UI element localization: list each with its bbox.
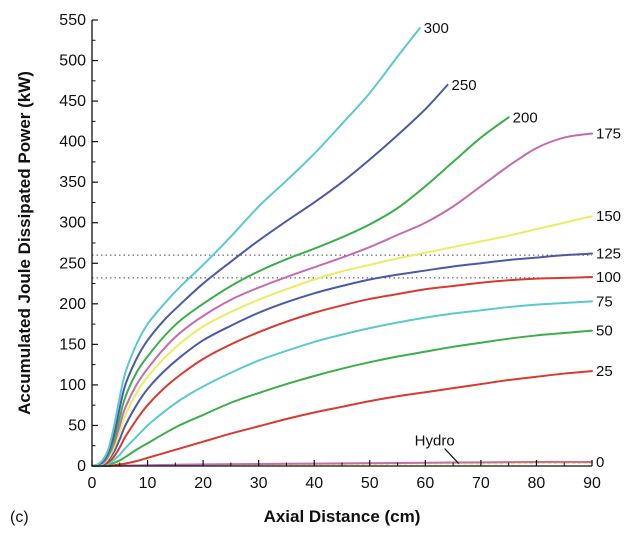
x-tick-label-10: 10 (139, 475, 157, 492)
series-250-line (91, 83, 449, 467)
series-label-100: 100 (596, 269, 621, 286)
y-tick-label-50: 50 (68, 417, 86, 434)
series-label-75: 75 (596, 293, 613, 310)
series-label-25: 25 (596, 363, 613, 380)
x-tick-label-20: 20 (194, 475, 212, 492)
series-300-line (91, 27, 421, 467)
x-tick-label-80: 80 (528, 475, 546, 492)
series-200-line (91, 116, 510, 467)
series-25-line (91, 370, 593, 468)
series-100-line (91, 276, 593, 467)
y-tick-label-150: 150 (59, 336, 86, 353)
series-layer (91, 27, 593, 468)
y-tick-label-550: 550 (59, 12, 86, 29)
series-label-200: 200 (513, 109, 538, 126)
series-150-line (91, 215, 593, 467)
series-50-line (91, 329, 593, 468)
series-label-0: 0 (596, 454, 604, 471)
x-tick-label-60: 60 (416, 475, 434, 492)
y-tick-label-250: 250 (59, 255, 86, 272)
x-axis-title: Axial Distance (cm) (264, 507, 421, 526)
y-tick-label-450: 450 (59, 93, 86, 110)
series-label-50: 50 (596, 323, 613, 340)
series-label-250: 250 (452, 77, 477, 94)
series-label-175: 175 (596, 126, 621, 143)
annotations: Hydro (415, 433, 460, 464)
y-tick-label-300: 300 (59, 215, 86, 232)
annotation-0: Hydro (415, 433, 455, 450)
x-tick-label-30: 30 (250, 475, 268, 492)
x-tick-label-0: 0 (88, 475, 97, 492)
y-tick-label-100: 100 (59, 377, 86, 394)
y-tick-label-200: 200 (59, 296, 86, 313)
axes (91, 20, 592, 467)
x-tick-label-70: 70 (472, 475, 490, 492)
y-tick-label-500: 500 (59, 53, 86, 70)
x-tick-label-40: 40 (305, 475, 323, 492)
series-label-300: 300 (424, 20, 449, 37)
series-125-line (91, 252, 593, 467)
y-tick-label-400: 400 (59, 134, 86, 151)
x-tick-label-50: 50 (361, 475, 379, 492)
series-75-line (91, 300, 593, 467)
annotation-pointer-0 (444, 448, 460, 464)
series-labels: 0 25 50 75 100 125 150 175 200 250 300 (424, 20, 621, 471)
series-label-150: 150 (596, 208, 621, 225)
y-axis-title: Accumulated Joule Dissipated Power (kW) (15, 71, 34, 415)
y-tick-label-350: 350 (59, 174, 86, 191)
panel-label: (c) (10, 509, 29, 526)
series-label-125: 125 (596, 246, 621, 263)
y-tick-label-0: 0 (77, 458, 86, 475)
x-tick-label-90: 90 (583, 475, 601, 492)
series-175-line (91, 132, 593, 467)
